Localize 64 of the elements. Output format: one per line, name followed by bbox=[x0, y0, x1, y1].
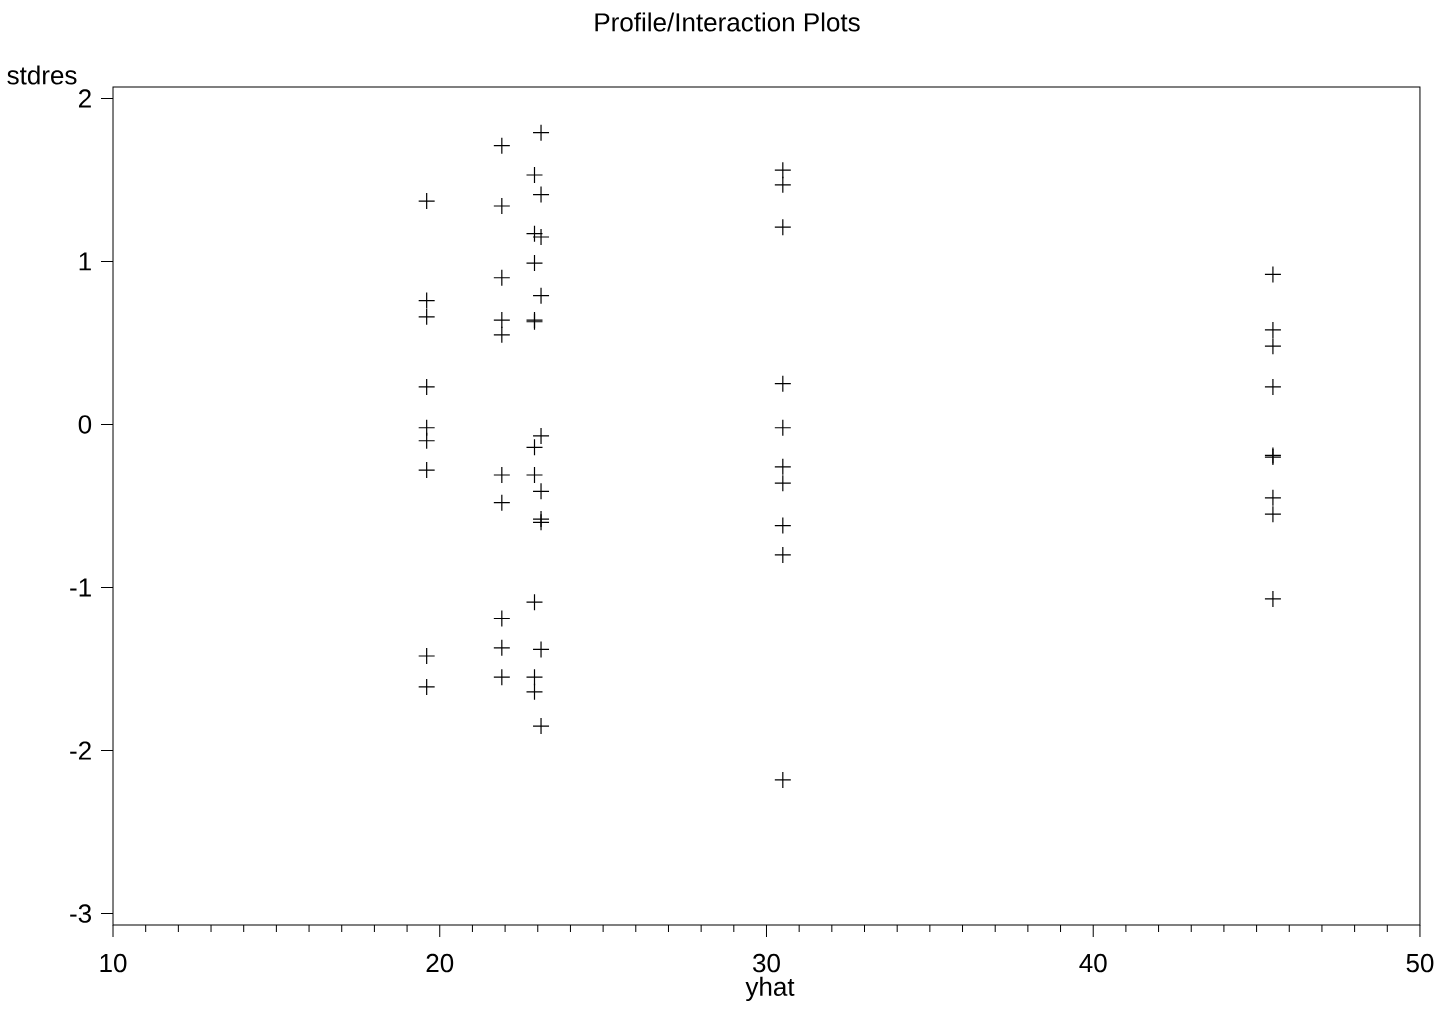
point bbox=[532, 124, 550, 142]
point bbox=[532, 482, 550, 500]
point bbox=[525, 254, 544, 272]
x-tick-label: 30 bbox=[753, 953, 780, 973]
point bbox=[774, 771, 792, 789]
point bbox=[418, 378, 436, 396]
point bbox=[774, 419, 792, 437]
point bbox=[532, 640, 550, 659]
x-axis-title: yhat bbox=[745, 976, 795, 1002]
y-tick-label: 0 bbox=[78, 415, 92, 434]
point bbox=[525, 166, 544, 184]
point bbox=[1264, 321, 1282, 339]
point bbox=[1264, 378, 1282, 396]
x-tick-label: 20 bbox=[426, 953, 454, 973]
point bbox=[532, 287, 550, 305]
point bbox=[493, 639, 511, 657]
point bbox=[418, 192, 436, 210]
point bbox=[418, 678, 436, 696]
point bbox=[774, 458, 792, 476]
x-tick-label: 40 bbox=[1079, 953, 1107, 973]
y-tick-label: -1 bbox=[70, 578, 91, 597]
point bbox=[525, 683, 544, 701]
point bbox=[493, 269, 511, 287]
point bbox=[525, 668, 544, 686]
point bbox=[525, 438, 544, 456]
point bbox=[774, 375, 792, 393]
point bbox=[1264, 265, 1282, 284]
y-tick-label: 1 bbox=[79, 252, 91, 271]
point bbox=[774, 161, 792, 179]
y-axis-title: stdres bbox=[7, 65, 77, 85]
point bbox=[1264, 337, 1282, 355]
point bbox=[1264, 590, 1282, 608]
point bbox=[418, 291, 436, 310]
point bbox=[493, 197, 511, 215]
x-tick-label: 50 bbox=[1406, 953, 1434, 973]
x-tick-label: 10 bbox=[100, 953, 127, 973]
point bbox=[1264, 489, 1282, 507]
point bbox=[774, 474, 792, 492]
point bbox=[493, 326, 511, 344]
point bbox=[493, 137, 511, 155]
point bbox=[525, 466, 544, 484]
y-tick-label: -3 bbox=[70, 904, 91, 923]
point bbox=[532, 228, 550, 246]
chart-title: Profile/Interaction Plots bbox=[595, 12, 860, 32]
y-tick-label: 2 bbox=[78, 89, 91, 108]
point bbox=[418, 308, 436, 326]
point bbox=[493, 494, 511, 512]
point bbox=[774, 546, 792, 564]
point bbox=[493, 311, 511, 329]
point bbox=[1264, 505, 1282, 523]
point bbox=[774, 516, 792, 535]
y-tick-label: -2 bbox=[70, 741, 91, 760]
point bbox=[532, 427, 550, 445]
point bbox=[774, 176, 792, 194]
point bbox=[532, 185, 550, 204]
point bbox=[493, 668, 511, 686]
point bbox=[493, 609, 511, 628]
point bbox=[774, 218, 792, 236]
point bbox=[418, 647, 436, 665]
point bbox=[532, 717, 550, 735]
point bbox=[493, 466, 511, 484]
point bbox=[418, 461, 436, 479]
point bbox=[525, 593, 544, 611]
point bbox=[418, 432, 436, 450]
